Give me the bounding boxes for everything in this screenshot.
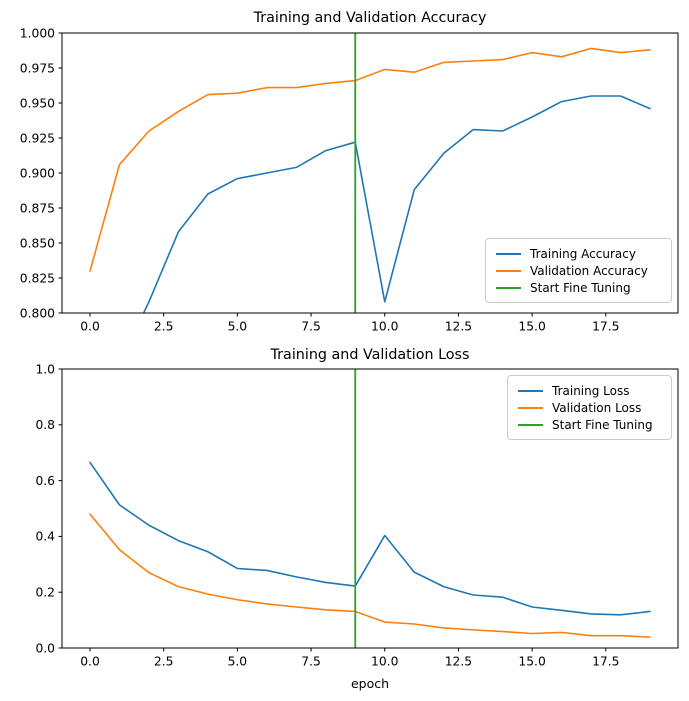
accuracy-y-tick-label: 0.950 [20, 96, 55, 110]
validation-loss-line [89, 513, 651, 638]
loss-x-tick-label: 0.0 [80, 655, 100, 669]
legend-item: Training Accuracy [496, 245, 661, 262]
start-fine-tuning-line-swatch [496, 286, 521, 289]
loss-x-tick-label: 5.0 [228, 655, 248, 669]
loss-legend: Training Loss Validation Loss Start Fine… [507, 375, 672, 440]
loss-y-tick-label: 0.4 [35, 530, 55, 544]
legend-label: Training Accuracy [530, 246, 636, 261]
accuracy-y-tick-label: 0.850 [20, 236, 55, 250]
accuracy-plot-border [61, 32, 679, 314]
accuracy-x-tick-label: 2.5 [154, 320, 174, 334]
loss-x-tick-label: 15.0 [518, 655, 545, 669]
legend-item: Training Loss [518, 382, 661, 399]
legend-label: Training Loss [552, 383, 630, 398]
validation-loss-line-swatch [518, 406, 543, 409]
training-accuracy-line [142, 95, 651, 313]
loss-chart-title: Training and Validation Loss [270, 347, 470, 363]
loss-x-tick-label: 7.5 [301, 655, 321, 669]
legend-item: Validation Accuracy [496, 262, 661, 279]
accuracy-y-tick-label: 0.900 [20, 166, 55, 180]
epoch-axis-label: epoch [350, 676, 390, 691]
accuracy-x-tick-label: 0.0 [80, 320, 100, 334]
accuracy-y-tick-label: 0.800 [20, 306, 55, 320]
loss-y-tick-label: 0.0 [35, 641, 55, 655]
accuracy-x-tick-label: 5.0 [228, 320, 248, 334]
accuracy-x-tick-label: 10.0 [371, 320, 398, 334]
accuracy-chart-title: Training and Validation Accuracy [253, 10, 487, 26]
legend-label: Validation Accuracy [530, 263, 648, 278]
legend-label: Validation Loss [552, 400, 642, 415]
loss-x-tick-label: 2.5 [154, 655, 174, 669]
accuracy-x-tick-label: 7.5 [301, 320, 321, 334]
accuracy-x-tick-label: 17.5 [592, 320, 619, 334]
validation-accuracy-line [89, 47, 651, 272]
validation-accuracy-line-swatch [496, 269, 521, 272]
legend-item: Start Fine Tuning [496, 279, 661, 296]
loss-x-tick-label: 10.0 [371, 655, 398, 669]
accuracy-y-tick-label: 0.825 [20, 271, 55, 285]
legend-item: Validation Loss [518, 399, 661, 416]
accuracy-legend: Training Accuracy Validation Accuracy St… [485, 238, 672, 303]
legend-label: Start Fine Tuning [530, 280, 631, 295]
training-loss-line-swatch [518, 389, 543, 392]
legend-item: Start Fine Tuning [518, 416, 661, 433]
loss-x-tick-label: 12.5 [445, 655, 472, 669]
loss-y-tick-label: 0.6 [35, 474, 55, 488]
training-loss-line [89, 461, 651, 616]
loss-y-tick-label: 0.2 [35, 586, 55, 600]
start-fine-tuning-line-swatch [518, 423, 543, 426]
accuracy-x-tick-label: 15.0 [518, 320, 545, 334]
accuracy-x-tick-label: 12.5 [445, 320, 472, 334]
legend-label: Start Fine Tuning [552, 417, 653, 432]
accuracy-y-tick-label: 0.975 [20, 61, 55, 75]
loss-y-tick-label: 0.8 [35, 418, 55, 432]
loss-y-tick-label: 1.0 [35, 362, 55, 376]
accuracy-y-tick-label: 1.000 [20, 26, 55, 40]
training-accuracy-line-swatch [496, 252, 521, 255]
accuracy-y-tick-label: 0.875 [20, 201, 55, 215]
loss-plot-border [61, 368, 679, 649]
accuracy-y-tick-label: 0.925 [20, 131, 55, 145]
loss-x-tick-label: 17.5 [592, 655, 619, 669]
